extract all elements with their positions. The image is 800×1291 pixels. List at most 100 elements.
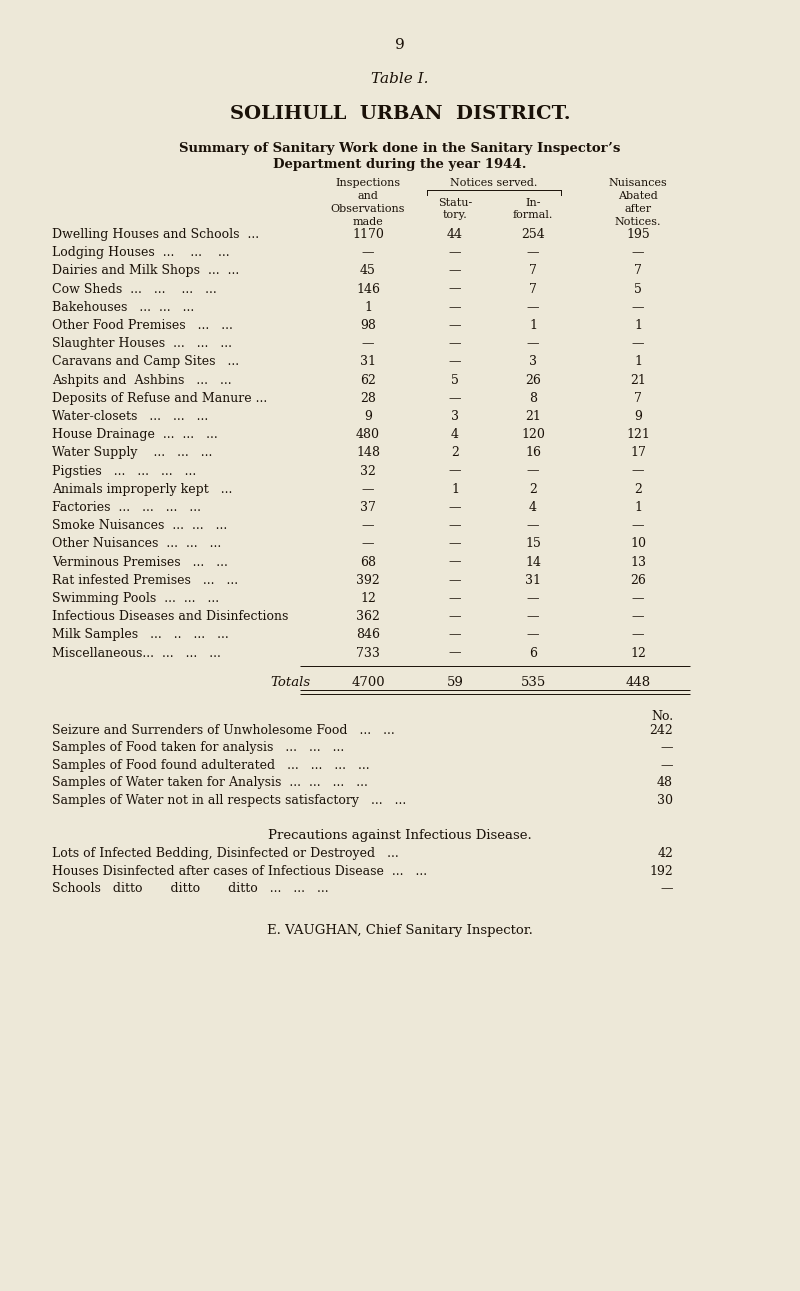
Text: Bakehouses   ...  ...   ...: Bakehouses ... ... ... <box>52 301 194 314</box>
Text: Precautions against Infectious Disease.: Precautions against Infectious Disease. <box>268 829 532 842</box>
Text: Animals improperly kept   ...: Animals improperly kept ... <box>52 483 232 496</box>
Text: Dairies and Milk Shops  ...  ...: Dairies and Milk Shops ... ... <box>52 265 239 278</box>
Text: 7: 7 <box>634 265 642 278</box>
Text: 28: 28 <box>360 391 376 405</box>
Text: Ashpits and  Ashbins   ...   ...: Ashpits and Ashbins ... ... <box>52 373 232 386</box>
Text: 2: 2 <box>451 447 459 460</box>
Text: 37: 37 <box>360 501 376 514</box>
Text: Water-closets   ...   ...   ...: Water-closets ... ... ... <box>52 411 208 423</box>
Text: Houses Disinfected after cases of Infectious Disease  ...   ...: Houses Disinfected after cases of Infect… <box>52 865 427 878</box>
Text: 7: 7 <box>529 265 537 278</box>
Text: —: — <box>449 465 462 478</box>
Text: 98: 98 <box>360 319 376 332</box>
Text: —: — <box>362 483 374 496</box>
Text: —: — <box>362 537 374 550</box>
Text: Samples of Water taken for Analysis  ...  ...   ...   ...: Samples of Water taken for Analysis ... … <box>52 776 368 789</box>
Text: 535: 535 <box>520 675 546 689</box>
Text: 9: 9 <box>395 37 405 52</box>
Text: Samples of Water not in all respects satisfactory   ...   ...: Samples of Water not in all respects sat… <box>52 794 406 807</box>
Text: 448: 448 <box>626 675 650 689</box>
Text: —: — <box>632 629 644 642</box>
Text: —: — <box>661 759 673 772</box>
Text: —: — <box>449 647 462 660</box>
Text: Schools   ditto       ditto       ditto   ...   ...   ...: Schools ditto ditto ditto ... ... ... <box>52 882 329 895</box>
Text: In-: In- <box>526 198 541 208</box>
Text: Table I.: Table I. <box>371 72 429 86</box>
Text: Infectious Diseases and Disinfections: Infectious Diseases and Disinfections <box>52 611 288 624</box>
Text: —: — <box>449 537 462 550</box>
Text: —: — <box>449 573 462 587</box>
Text: 13: 13 <box>630 555 646 568</box>
Text: 42: 42 <box>657 847 673 860</box>
Text: —: — <box>632 337 644 350</box>
Text: Statu-: Statu- <box>438 198 472 208</box>
Text: —: — <box>362 247 374 259</box>
Text: 148: 148 <box>356 447 380 460</box>
Text: 4700: 4700 <box>351 675 385 689</box>
Text: Miscellaneous...  ...   ...   ...: Miscellaneous... ... ... ... <box>52 647 221 660</box>
Text: Deposits of Refuse and Manure ...: Deposits of Refuse and Manure ... <box>52 391 267 405</box>
Text: Water Supply    ...   ...   ...: Water Supply ... ... ... <box>52 447 212 460</box>
Text: 21: 21 <box>630 373 646 386</box>
Text: 10: 10 <box>630 537 646 550</box>
Text: 9: 9 <box>634 411 642 423</box>
Text: —: — <box>449 265 462 278</box>
Text: 733: 733 <box>356 647 380 660</box>
Text: Other Food Premises   ...   ...: Other Food Premises ... ... <box>52 319 233 332</box>
Text: 5: 5 <box>451 373 459 386</box>
Text: 1: 1 <box>634 501 642 514</box>
Text: 362: 362 <box>356 611 380 624</box>
Text: 1: 1 <box>529 319 537 332</box>
Text: House Drainage  ...  ...   ...: House Drainage ... ... ... <box>52 429 218 442</box>
Text: 12: 12 <box>630 647 646 660</box>
Text: 1: 1 <box>451 483 459 496</box>
Text: Verminous Premises   ...   ...: Verminous Premises ... ... <box>52 555 228 568</box>
Text: 8: 8 <box>529 391 537 405</box>
Text: Totals: Totals <box>270 675 310 689</box>
Text: Inspections: Inspections <box>335 178 401 188</box>
Text: Nuisances: Nuisances <box>609 178 667 188</box>
Text: —: — <box>449 355 462 368</box>
Text: Notices served.: Notices served. <box>450 178 538 188</box>
Text: —: — <box>632 593 644 605</box>
Text: after: after <box>625 204 651 214</box>
Text: formal.: formal. <box>513 210 553 219</box>
Text: and: and <box>358 191 378 201</box>
Text: SOLIHULL  URBAN  DISTRICT.: SOLIHULL URBAN DISTRICT. <box>230 105 570 123</box>
Text: 48: 48 <box>657 776 673 789</box>
Text: 21: 21 <box>525 411 541 423</box>
Text: —: — <box>632 519 644 532</box>
Text: Notices.: Notices. <box>614 217 662 227</box>
Text: 392: 392 <box>356 573 380 587</box>
Text: —: — <box>449 629 462 642</box>
Text: No.: No. <box>651 710 673 723</box>
Text: Lodging Houses  ...    ...    ...: Lodging Houses ... ... ... <box>52 247 230 259</box>
Text: E. VAUGHAN, Chief Sanitary Inspector.: E. VAUGHAN, Chief Sanitary Inspector. <box>267 924 533 937</box>
Text: Samples of Food found adulterated   ...   ...   ...   ...: Samples of Food found adulterated ... ..… <box>52 759 370 772</box>
Text: Pigsties   ...   ...   ...   ...: Pigsties ... ... ... ... <box>52 465 196 478</box>
Text: 6: 6 <box>529 647 537 660</box>
Text: —: — <box>526 301 539 314</box>
Text: 4: 4 <box>451 429 459 442</box>
Text: 3: 3 <box>451 411 459 423</box>
Text: Observations: Observations <box>330 204 406 214</box>
Text: —: — <box>661 882 673 895</box>
Text: 480: 480 <box>356 429 380 442</box>
Text: —: — <box>526 465 539 478</box>
Text: —: — <box>449 555 462 568</box>
Text: —: — <box>449 301 462 314</box>
Text: Lots of Infected Bedding, Disinfected or Destroyed   ...: Lots of Infected Bedding, Disinfected or… <box>52 847 398 860</box>
Text: —: — <box>362 337 374 350</box>
Text: —: — <box>661 741 673 754</box>
Text: —: — <box>449 391 462 405</box>
Text: —: — <box>449 247 462 259</box>
Text: made: made <box>353 217 383 227</box>
Text: 846: 846 <box>356 629 380 642</box>
Text: 14: 14 <box>525 555 541 568</box>
Text: —: — <box>449 283 462 296</box>
Text: Smoke Nuisances  ...  ...   ...: Smoke Nuisances ... ... ... <box>52 519 227 532</box>
Text: —: — <box>526 247 539 259</box>
Text: Dwelling Houses and Schools  ...: Dwelling Houses and Schools ... <box>52 229 259 241</box>
Text: 26: 26 <box>630 573 646 587</box>
Text: 121: 121 <box>626 429 650 442</box>
